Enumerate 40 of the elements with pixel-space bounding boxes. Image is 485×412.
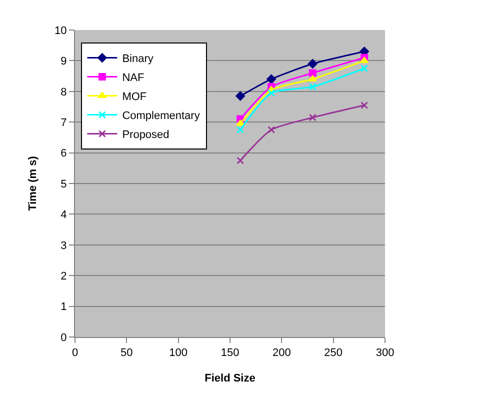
point xyxy=(308,69,316,77)
point xyxy=(268,89,276,97)
legend-label: NAF xyxy=(122,72,144,84)
x-tick-label: 250 xyxy=(324,347,343,360)
y-tick-label: 1 xyxy=(60,301,67,314)
x-tick-label: 100 xyxy=(169,347,188,360)
point xyxy=(236,120,245,126)
y-tick-label: 4 xyxy=(60,209,67,222)
legend-label: Complementary xyxy=(122,110,200,122)
point xyxy=(268,126,276,134)
point xyxy=(236,156,244,164)
y-tick-label: 10 xyxy=(54,24,67,37)
x-tick-label: 50 xyxy=(120,347,133,360)
point xyxy=(308,83,316,91)
point xyxy=(308,59,318,68)
y-tick-label: 5 xyxy=(60,178,67,190)
x-axis-title: Field Size xyxy=(204,372,256,384)
x-tick-label: 200 xyxy=(272,347,291,360)
x-tick-label: 300 xyxy=(376,347,394,360)
y-tick-label: 0 xyxy=(60,332,67,344)
point xyxy=(236,126,244,134)
y-tick-label: 2 xyxy=(60,270,67,282)
point xyxy=(360,56,369,63)
x-tick-label: 150 xyxy=(220,347,240,360)
legend-label: MOF xyxy=(122,91,147,104)
point xyxy=(360,101,368,109)
point xyxy=(360,64,368,72)
point xyxy=(308,114,316,122)
y-tick-label: 7 xyxy=(60,116,67,129)
y-tick-label: 9 xyxy=(60,56,67,68)
y-axis-title: Time (m s) xyxy=(27,156,40,211)
point xyxy=(308,75,317,82)
legend-label: Binary xyxy=(122,53,154,66)
y-tick-label: 3 xyxy=(60,240,67,252)
point xyxy=(266,74,276,84)
x-tick-label: 0 xyxy=(72,347,78,360)
point xyxy=(236,91,245,101)
legend-label: Proposed xyxy=(122,129,170,142)
y-tick-label: 6 xyxy=(60,148,67,160)
y-tick-label: 8 xyxy=(60,86,67,98)
